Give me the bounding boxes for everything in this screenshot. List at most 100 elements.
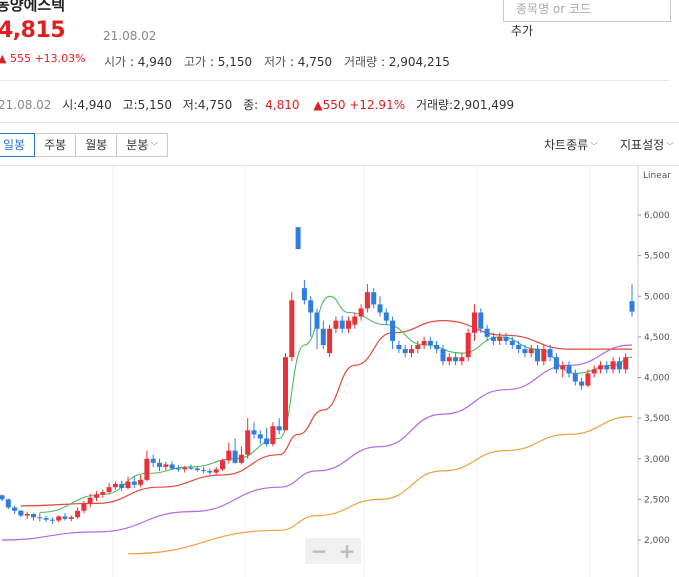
- candle-body: [528, 349, 534, 354]
- candle-body: [547, 349, 553, 358]
- candle-body: [245, 430, 251, 455]
- zoom-in-button[interactable]: +: [338, 539, 356, 563]
- ohlc-summary: 21.08.02 시:4,940 고:5,150 저:4,750 종: 4,810…: [0, 96, 521, 113]
- candle-body: [112, 483, 118, 488]
- candle-body: [333, 320, 339, 329]
- candle-body: [119, 483, 125, 488]
- candle-body: [220, 460, 225, 470]
- ma120-line: [127, 415, 633, 555]
- candle-body: [75, 510, 81, 518]
- tab-daily[interactable]: 일봉: [0, 133, 36, 157]
- summary-close: 4,810: [265, 98, 300, 112]
- ma60-line: [1, 344, 633, 541]
- candle-body: [459, 357, 465, 362]
- candle-body: [37, 517, 43, 519]
- summary-low: 저:4,750: [182, 98, 233, 112]
- tab-monthly[interactable]: 월봉: [75, 133, 118, 157]
- candle-body: [106, 487, 112, 493]
- candle-body: [213, 469, 219, 473]
- y-tick-label: 5,500: [644, 252, 670, 262]
- y-tick-label: 2,500: [644, 495, 670, 505]
- candle-body: [308, 300, 314, 313]
- candle-body: [24, 514, 30, 516]
- candle-body: [415, 345, 421, 350]
- candle-body: [377, 304, 383, 313]
- quote-date: 21.08.02: [103, 29, 157, 43]
- candle-body: [409, 349, 414, 354]
- candle-body: [238, 454, 244, 463]
- candle-body: [616, 361, 622, 370]
- candle-body: [434, 345, 440, 350]
- stock-search-box[interactable]: [503, 0, 671, 22]
- candle-body: [591, 369, 597, 374]
- candle-body: [465, 332, 471, 358]
- candle-body: [182, 467, 188, 470]
- candle-body: [169, 464, 175, 469]
- divider: [0, 80, 669, 81]
- candle-body: [427, 340, 433, 345]
- candle-body: [509, 340, 515, 345]
- candle-body: [270, 426, 276, 445]
- candle-body: [157, 462, 162, 467]
- y-tick-label: 5,000: [644, 292, 670, 302]
- candle-body: [629, 301, 635, 312]
- divider: [0, 122, 679, 123]
- y-tick-label: 3,500: [644, 414, 670, 424]
- candle-body: [150, 458, 156, 463]
- candle-body: [604, 365, 610, 370]
- candle-body: [472, 312, 477, 333]
- divider: [0, 165, 679, 166]
- candle-body: [364, 292, 370, 309]
- candle-body: [497, 336, 503, 341]
- candle-body: [12, 507, 18, 511]
- candle-body: [5, 499, 11, 508]
- candle-body: [125, 481, 131, 488]
- summary-date: 21.08.02: [0, 98, 52, 112]
- candle-body: [327, 328, 333, 354]
- y-tick-label: 2,000: [644, 536, 670, 546]
- period-tabs: 일봉 주봉 월봉 분봉 ﹀: [0, 133, 169, 157]
- candle-body: [320, 328, 326, 345]
- summary-open: 시:4,940: [62, 98, 112, 112]
- candle-body: [68, 517, 74, 519]
- candle-body: [188, 467, 194, 469]
- add-button[interactable]: 추가: [511, 24, 534, 38]
- candle-body: [516, 345, 522, 350]
- candle-body: [453, 357, 459, 362]
- candle-body: [383, 312, 389, 321]
- stock-search-input[interactable]: [514, 0, 668, 21]
- tab-minute[interactable]: 분봉 ﹀: [116, 133, 169, 157]
- chart-type-menu[interactable]: 차트종류 ﹀: [544, 138, 599, 152]
- candle-body: [314, 312, 320, 329]
- candle-body: [100, 492, 106, 495]
- candle-body: [56, 516, 62, 521]
- candle-body: [478, 312, 484, 329]
- summary-close-label: 종:: [243, 98, 259, 112]
- candle-body: [610, 361, 616, 370]
- candle-body: [503, 336, 509, 341]
- y-tick-label: 4,500: [644, 333, 670, 343]
- high-stat: 고가 : 5,150: [184, 55, 253, 69]
- candle-body: [402, 349, 408, 354]
- candle-body: [43, 518, 49, 520]
- candle-body: [226, 450, 232, 461]
- candle-body: [232, 450, 238, 463]
- y-tick-label: 3,000: [644, 455, 670, 465]
- candle-body: [566, 365, 572, 374]
- candle-body: [346, 320, 351, 329]
- candle-body: [138, 479, 144, 485]
- candle-body: [572, 373, 578, 382]
- candle-body: [358, 308, 364, 317]
- zoom-out-button[interactable]: −: [310, 539, 328, 563]
- candle-body: [484, 328, 490, 337]
- candle-body: [18, 510, 24, 516]
- candle-body: [522, 349, 528, 354]
- open-stat: 시가 : 4,940: [104, 55, 173, 69]
- candle-body: [553, 357, 559, 370]
- chevron-down-icon: ﹀: [590, 142, 599, 151]
- scale-label: Linear: [643, 171, 671, 181]
- tab-weekly[interactable]: 주봉: [34, 133, 77, 157]
- indicator-settings-menu[interactable]: 지표설정 ﹀: [620, 138, 675, 152]
- candle-body: [131, 481, 137, 485]
